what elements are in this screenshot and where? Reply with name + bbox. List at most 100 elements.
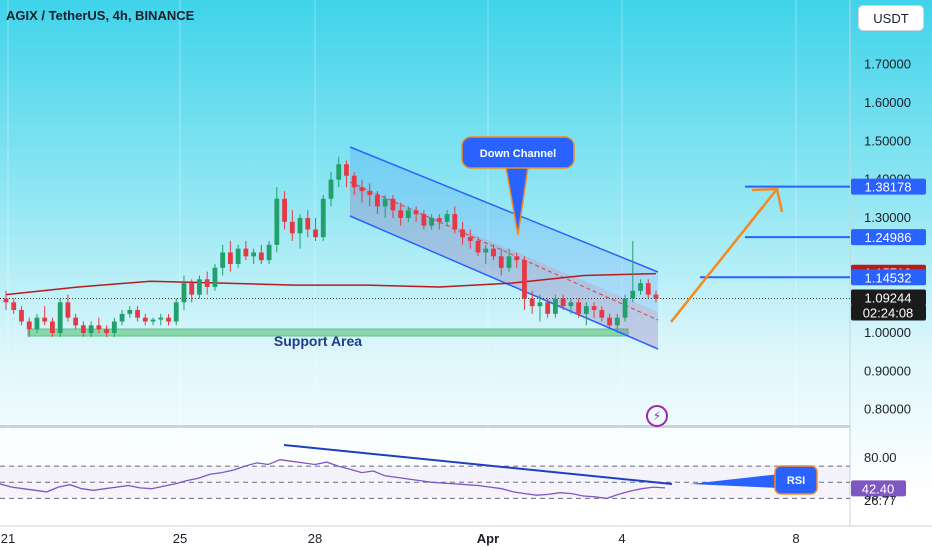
time-axis-label: 28: [308, 531, 322, 546]
price-tag: 1.38178: [851, 178, 926, 195]
rsi-axis-label: 80.00: [864, 450, 897, 465]
candle-body: [204, 279, 210, 287]
price-axis-label: 0.90000: [864, 363, 911, 378]
down-channel-label: Down Channel: [480, 148, 556, 160]
time-axis-label: 8: [792, 531, 799, 546]
candle-body: [228, 252, 233, 264]
candle-body: [289, 221, 295, 234]
candle-body: [243, 248, 249, 257]
price-axis-label: 1.00000: [864, 325, 911, 340]
price-tag-value: 1.38178: [865, 180, 912, 195]
candle-body: [638, 283, 643, 291]
candle-body: [197, 279, 202, 295]
price-tag-box: [851, 178, 926, 195]
candle-body: [583, 306, 589, 314]
price-axis-label: 1.60000: [864, 95, 911, 110]
candle-body: [57, 302, 63, 333]
rsi-line: [0, 459, 666, 500]
currency-selector[interactable]: USDT: [858, 5, 924, 31]
rsi-callout-label: RSI: [787, 475, 805, 487]
rsi-pane: [0, 428, 850, 526]
candle-body: [158, 317, 164, 320]
rsi-value-tag-box: [851, 480, 906, 497]
candle-body: [189, 283, 195, 295]
candle-body: [320, 198, 326, 238]
price-tag-box: [851, 229, 926, 246]
price-tag: 1.24986: [851, 229, 926, 246]
candle-body: [553, 298, 558, 314]
support-area-label: Support Area: [274, 333, 362, 349]
candle-body: [173, 302, 179, 322]
channel-top-line: [349, 146, 659, 273]
candle-body: [297, 217, 303, 234]
candle-body: [274, 198, 280, 245]
chart-title: AGIX / TetherUS, 4h, BINANCE: [6, 8, 195, 23]
price-axis-label: 0.80000: [864, 402, 911, 417]
flash-icon[interactable]: ⚡: [646, 405, 668, 427]
candle-body: [328, 179, 334, 199]
candle-body: [305, 217, 311, 230]
price-tag-value: 1.24986: [865, 230, 912, 245]
candle-body: [545, 302, 551, 314]
candle-body: [375, 194, 380, 207]
candle-body: [630, 290, 636, 299]
projection-arrow-line: [670, 188, 778, 323]
channel-mid-line: [349, 181, 659, 321]
down-channel-callout-box: [461, 136, 575, 169]
price-tag-box: [851, 269, 926, 286]
candle-body: [142, 317, 148, 322]
price-axis-label: 1.50000: [864, 133, 911, 148]
candle-body: [73, 317, 79, 326]
candle-body: [506, 256, 512, 268]
candle-body: [452, 214, 458, 230]
candle-body: [80, 325, 86, 333]
candle-body: [413, 210, 419, 215]
candle-body: [166, 317, 171, 322]
candle-body: [50, 321, 55, 333]
rsi-trendline: [283, 444, 673, 485]
candle-body: [591, 306, 597, 310]
candle-body: [11, 302, 17, 310]
candle-body: [390, 198, 396, 211]
price-tag: 1.14532: [851, 269, 926, 286]
price-tag-value: 02:24:08: [863, 306, 914, 321]
projection-arrow-head: [751, 187, 784, 213]
candle-body: [104, 329, 109, 333]
candle-body: [398, 210, 404, 218]
candle-body: [119, 313, 125, 322]
candle-body: [220, 252, 226, 268]
channel-bottom-line: [349, 215, 659, 350]
candle-body: [483, 248, 489, 253]
rsi-callout-pointer: [690, 474, 780, 488]
candle-body: [622, 298, 628, 318]
candle-body: [599, 309, 605, 318]
candle-body: [359, 187, 365, 192]
rsi-callout-box: [774, 465, 818, 495]
candle-body: [460, 229, 465, 238]
candle-body: [26, 321, 32, 330]
candle-body: [88, 325, 94, 333]
candle-body: [568, 302, 574, 307]
time-axis-label: 4: [618, 531, 625, 546]
candle-body: [42, 317, 48, 322]
candle-body: [560, 298, 566, 307]
time-axis-label: 25: [173, 531, 187, 546]
candle-body: [614, 317, 620, 326]
candle-body: [429, 217, 434, 226]
candle-body: [382, 198, 388, 207]
candle-body: [522, 260, 527, 299]
channel-fill: [350, 147, 658, 349]
moving-average-line: [5, 272, 657, 296]
candle-body: [266, 244, 272, 261]
candle-body: [576, 302, 582, 314]
candle-body: [467, 237, 473, 241]
candle-body: [65, 302, 71, 318]
price-tag: 02:24:08: [851, 304, 926, 321]
candle-body: [537, 302, 543, 307]
candle-body: [3, 298, 9, 303]
candle-body: [444, 214, 450, 222]
candle-body: [251, 252, 257, 257]
candle-body: [19, 309, 24, 322]
candle-body: [405, 210, 411, 218]
